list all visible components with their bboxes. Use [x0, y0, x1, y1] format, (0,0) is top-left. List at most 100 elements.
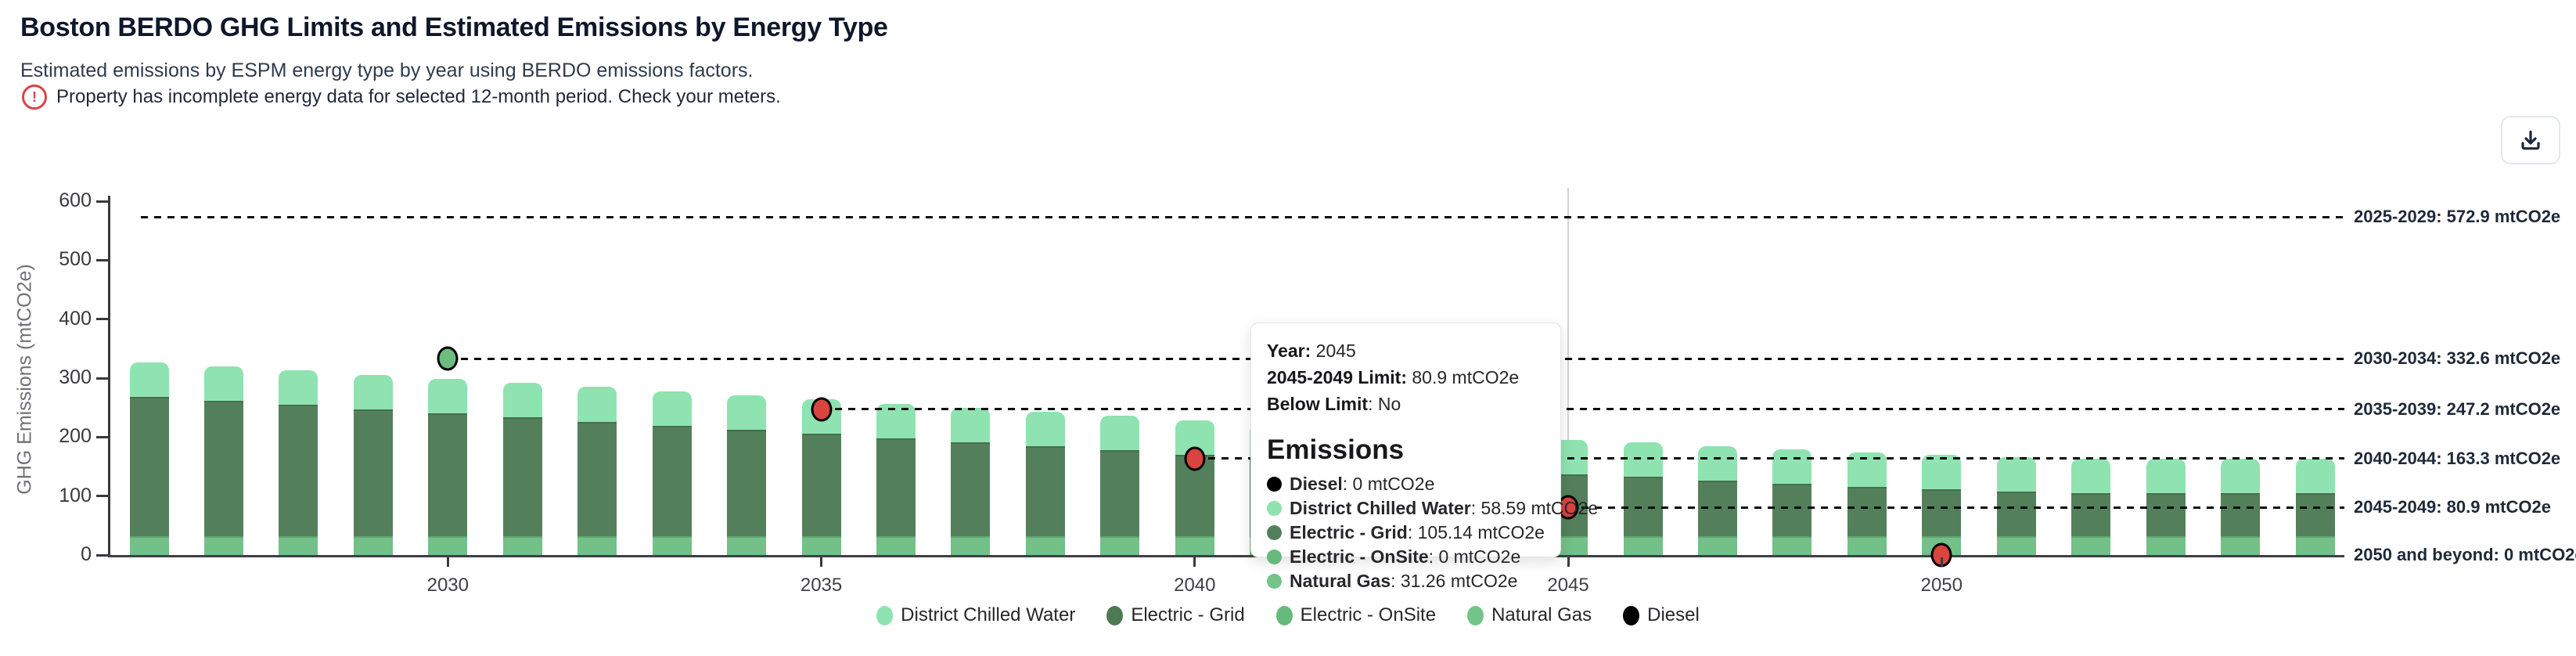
- bar-segment-electric-grid-2032[interactable]: [577, 421, 617, 537]
- bar-segment-district-chilled-water-2039[interactable]: [1100, 416, 1140, 451]
- bar-segment-district-chilled-water-2027[interactable]: [203, 366, 243, 402]
- bar-segment-district-chilled-water-2029[interactable]: [353, 374, 393, 409]
- bar-segment-district-chilled-water-2031[interactable]: [502, 383, 542, 418]
- bar-segment-natural-gas-2027[interactable]: [203, 536, 243, 555]
- bar-segment-electric-grid-2031[interactable]: [502, 417, 542, 537]
- bar-segment-electric-grid-2033[interactable]: [652, 425, 692, 537]
- bar-segment-natural-gas-2040[interactable]: [1175, 536, 1214, 555]
- x-tick-label-2050: 2050: [1920, 575, 1963, 596]
- legend-swatch-icon: [1467, 605, 1484, 625]
- bar-segment-electric-grid-2054[interactable]: [2221, 493, 2261, 537]
- bar-segment-natural-gas-2039[interactable]: [1100, 536, 1140, 555]
- bar-segment-natural-gas-2049[interactable]: [1847, 536, 1887, 555]
- legend-label: Electric - OnSite: [1300, 604, 1437, 625]
- bar-segment-electric-grid-2030[interactable]: [428, 413, 468, 537]
- bar-segment-electric-grid-2050[interactable]: [1922, 489, 1962, 537]
- tooltip-series-dot-icon: [1267, 501, 1282, 516]
- bar-segment-natural-gas-2035[interactable]: [801, 536, 841, 555]
- bar-segment-district-chilled-water-2028[interactable]: [279, 370, 318, 405]
- tooltip-emission-row: Diesel: 0 mtCO2e: [1267, 472, 1545, 496]
- legend-item-natural-gas[interactable]: Natural Gas: [1467, 604, 1592, 626]
- bar-segment-electric-grid-2037[interactable]: [951, 442, 991, 537]
- bar-segment-district-chilled-water-2026[interactable]: [129, 362, 169, 397]
- x-tick-label-2035: 2035: [800, 575, 843, 596]
- limit-label-2040-2044: 2040-2044: 163.3 mtCO2e: [2354, 448, 2561, 468]
- bar-segment-electric-grid-2034[interactable]: [727, 430, 767, 537]
- legend-item-district-chilled-water[interactable]: District Chilled Water: [876, 604, 1075, 626]
- bar-segment-natural-gas-2028[interactable]: [279, 536, 318, 555]
- download-button[interactable]: [2501, 116, 2560, 164]
- y-tick-400: [96, 318, 108, 321]
- limit-marker-2045-above-limit[interactable]: [1557, 495, 1579, 520]
- bar-segment-electric-grid-2051[interactable]: [1996, 492, 2036, 537]
- bar-segment-electric-grid-2047[interactable]: [1697, 480, 1737, 537]
- bar-segment-electric-grid-2026[interactable]: [129, 396, 169, 537]
- bar-segment-natural-gas-2037[interactable]: [951, 536, 991, 555]
- tooltip-emission-row: Electric - OnSite: 0 mtCO2e: [1267, 545, 1545, 569]
- bar-segment-electric-grid-2049[interactable]: [1847, 487, 1887, 537]
- bar-segment-electric-grid-2039[interactable]: [1100, 450, 1140, 537]
- warning-text: Property has incomplete energy data for …: [56, 86, 781, 107]
- limit-marker-2040-above-limit[interactable]: [1184, 446, 1206, 471]
- bar-segment-natural-gas-2048[interactable]: [1772, 536, 1812, 555]
- limit-line-2040-2044: [1194, 457, 2344, 460]
- bar-segment-electric-grid-2053[interactable]: [2146, 493, 2186, 537]
- bar-segment-electric-grid-2029[interactable]: [353, 409, 393, 537]
- bar-segment-district-chilled-water-2050[interactable]: [1922, 455, 1962, 490]
- bar-segment-natural-gas-2054[interactable]: [2221, 536, 2261, 555]
- legend-item-electric-grid[interactable]: Electric - Grid: [1106, 604, 1245, 626]
- bar-segment-natural-gas-2046[interactable]: [1623, 536, 1663, 555]
- bar-segment-district-chilled-water-2052[interactable]: [2071, 458, 2111, 493]
- bar-segment-district-chilled-water-2034[interactable]: [727, 395, 767, 431]
- chart-tooltip: Year: 2045 2045-2049 Limit: 80.9 mtCO2e Be…: [1250, 323, 1598, 591]
- bar-segment-natural-gas-2038[interactable]: [1025, 536, 1065, 555]
- limit-marker-2030-below-limit[interactable]: [437, 346, 459, 371]
- bar-segment-natural-gas-2030[interactable]: [428, 536, 468, 555]
- x-tick-label-2040: 2040: [1174, 575, 1216, 596]
- bar-segment-natural-gas-2036[interactable]: [876, 536, 916, 555]
- bar-segment-district-chilled-water-2051[interactable]: [1996, 457, 2036, 492]
- bar-segment-natural-gas-2055[interactable]: [2295, 536, 2335, 555]
- bar-segment-electric-grid-2035[interactable]: [801, 434, 841, 537]
- bar-segment-district-chilled-water-2033[interactable]: [652, 391, 692, 426]
- legend-swatch-icon: [1623, 605, 1640, 625]
- bar-segment-district-chilled-water-2037[interactable]: [951, 407, 991, 442]
- bar-segment-natural-gas-2051[interactable]: [1996, 536, 2036, 555]
- bar-segment-natural-gas-2026[interactable]: [129, 536, 169, 555]
- legend-item-electric-onsite[interactable]: Electric - OnSite: [1275, 604, 1437, 626]
- y-tick-label-300: 300: [59, 366, 92, 388]
- bar-segment-electric-grid-2038[interactable]: [1025, 446, 1065, 537]
- x-axis-line: [108, 555, 2344, 557]
- bar-segment-district-chilled-water-2030[interactable]: [428, 378, 468, 413]
- bar-segment-natural-gas-2053[interactable]: [2146, 536, 2186, 555]
- bar-segment-electric-grid-2036[interactable]: [876, 438, 916, 537]
- bar-segment-electric-grid-2055[interactable]: [2295, 493, 2335, 537]
- limit-marker-2035-above-limit[interactable]: [811, 397, 833, 422]
- bar-segment-natural-gas-2047[interactable]: [1697, 536, 1737, 555]
- tooltip-series-dot-icon: [1267, 477, 1282, 492]
- bar-segment-district-chilled-water-2053[interactable]: [2146, 458, 2186, 494]
- bar-segment-district-chilled-water-2055[interactable]: [2295, 458, 2335, 494]
- y-tick-0: [96, 553, 108, 557]
- bar-segment-district-chilled-water-2054[interactable]: [2221, 458, 2261, 494]
- bar-segment-district-chilled-water-2047[interactable]: [1697, 445, 1737, 481]
- legend-item-diesel[interactable]: Diesel: [1623, 604, 1700, 626]
- bar-segment-natural-gas-2033[interactable]: [652, 536, 692, 555]
- bar-segment-electric-grid-2027[interactable]: [203, 401, 243, 537]
- bar-segment-district-chilled-water-2048[interactable]: [1772, 449, 1812, 485]
- tooltip-info-row: Below Limit: No: [1267, 394, 1401, 414]
- bar-segment-district-chilled-water-2032[interactable]: [577, 387, 617, 422]
- bar-segment-natural-gas-2034[interactable]: [727, 536, 767, 555]
- bar-segment-electric-grid-2048[interactable]: [1772, 484, 1812, 537]
- bar-segment-natural-gas-2029[interactable]: [353, 536, 393, 555]
- bar-segment-district-chilled-water-2038[interactable]: [1025, 412, 1065, 447]
- bar-segment-natural-gas-2032[interactable]: [577, 536, 617, 555]
- tooltip-info-row: 2045-2049 Limit: 80.9 mtCO2e: [1267, 367, 1520, 387]
- bar-segment-natural-gas-2052[interactable]: [2071, 536, 2111, 555]
- tooltip-emission-row: Natural Gas: 31.26 mtCO2e: [1267, 569, 1545, 593]
- bar-segment-electric-grid-2028[interactable]: [279, 405, 318, 537]
- bar-segment-natural-gas-2031[interactable]: [502, 536, 542, 555]
- y-tick-600: [96, 200, 108, 203]
- bar-segment-electric-grid-2052[interactable]: [2071, 492, 2111, 537]
